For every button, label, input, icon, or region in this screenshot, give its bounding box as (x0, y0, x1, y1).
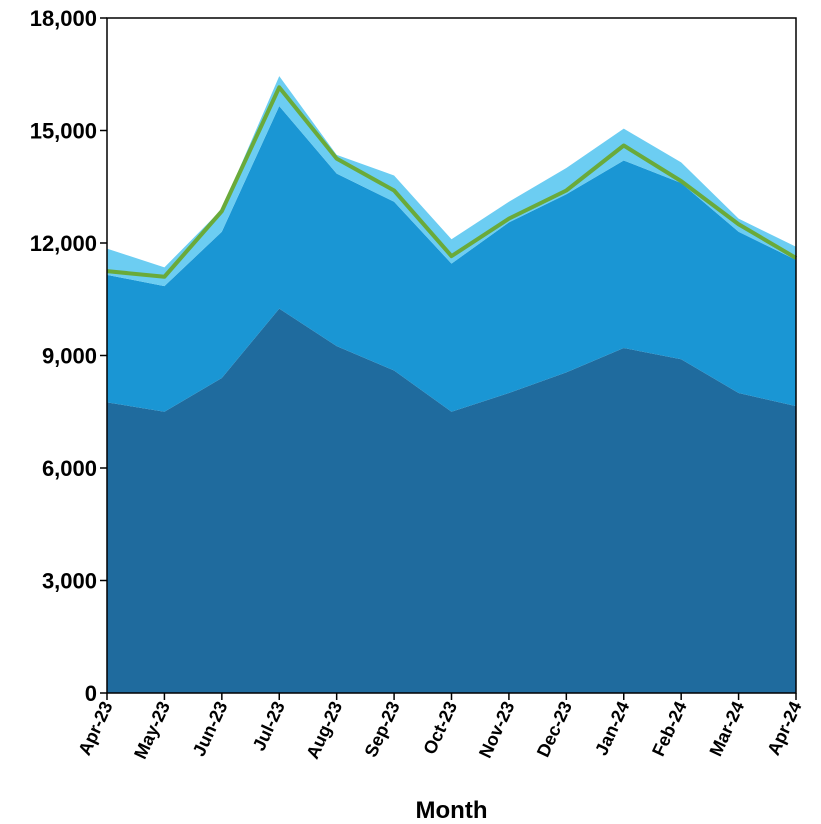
y-tick-label: 6,000 (42, 456, 97, 481)
y-tick-label: 3,000 (42, 569, 97, 594)
area-series-group (107, 76, 796, 693)
area-series-1 (107, 308, 796, 693)
x-tick-label: Apr-23 (74, 698, 116, 758)
x-tick-label: May-23 (130, 698, 174, 762)
x-tick-label: Aug-23 (302, 698, 346, 762)
x-tick-label: Jan-24 (591, 698, 633, 758)
x-tick-label: Sep-23 (361, 698, 404, 760)
x-tick-label: Apr-24 (763, 698, 805, 758)
area-series-3 (107, 76, 796, 287)
y-tick-label: 0 (85, 681, 97, 706)
x-tick-label: Dec-23 (533, 698, 576, 760)
x-tick-label: Nov-23 (475, 698, 518, 761)
area-series-2 (107, 106, 796, 412)
y-tick-label: 15,000 (30, 119, 97, 144)
x-tick-label: Feb-24 (648, 698, 691, 759)
x-tick-label: Jul-23 (249, 698, 289, 754)
x-axis-title: Month (416, 797, 488, 824)
line-series-group (106, 85, 798, 279)
x-tick-label: Oct-23 (419, 698, 461, 757)
x-axis: Apr-23 May-23 Jun-23 Jul-23 Aug-23 Sep-23 Oct-… (74, 693, 806, 762)
x-tick-label: Jun-23 (189, 698, 232, 759)
y-axis: 0 3,000 6,000 9,000 12,000 15,000 18,000 (30, 6, 107, 706)
y-tick-label: 18,000 (30, 6, 97, 31)
y-tick-label: 9,000 (42, 344, 97, 369)
x-tick-label: Mar-24 (706, 698, 749, 759)
y-tick-label: 12,000 (30, 231, 97, 256)
line-series (106, 85, 798, 279)
